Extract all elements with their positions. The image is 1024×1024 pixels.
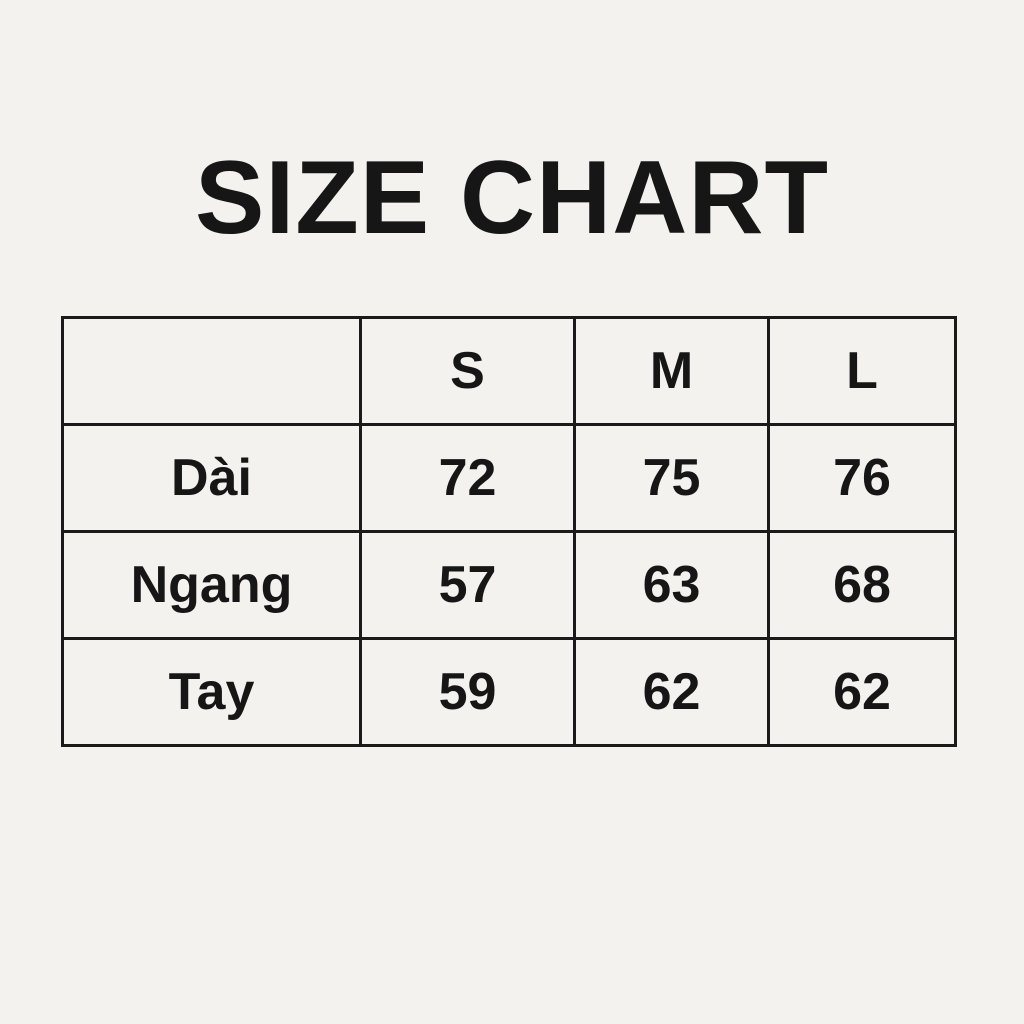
table-row: Ngang 57 63 68 <box>61 530 957 640</box>
header-cell-empty <box>61 316 362 426</box>
header-cell-s: S <box>359 316 576 426</box>
row-label: Ngang <box>61 530 362 640</box>
table-header-row: S M L <box>61 316 957 426</box>
page-title: SIZE CHART <box>195 140 829 256</box>
table-cell: 62 <box>767 637 957 747</box>
table-cell: 62 <box>573 637 770 747</box>
table-row: Dài 72 75 76 <box>61 423 957 533</box>
table-cell: 76 <box>767 423 957 533</box>
table-cell: 59 <box>359 637 576 747</box>
table-row: Tay 59 62 62 <box>61 637 957 747</box>
table-cell: 72 <box>359 423 576 533</box>
table-cell: 68 <box>767 530 957 640</box>
size-table: S M L Dài 72 75 76 Ngang 57 63 68 Tay 59… <box>61 316 957 747</box>
header-cell-l: L <box>767 316 957 426</box>
row-label: Dài <box>61 423 362 533</box>
table-cell: 75 <box>573 423 770 533</box>
table-cell: 63 <box>573 530 770 640</box>
table-cell: 57 <box>359 530 576 640</box>
header-cell-m: M <box>573 316 770 426</box>
row-label: Tay <box>61 637 362 747</box>
